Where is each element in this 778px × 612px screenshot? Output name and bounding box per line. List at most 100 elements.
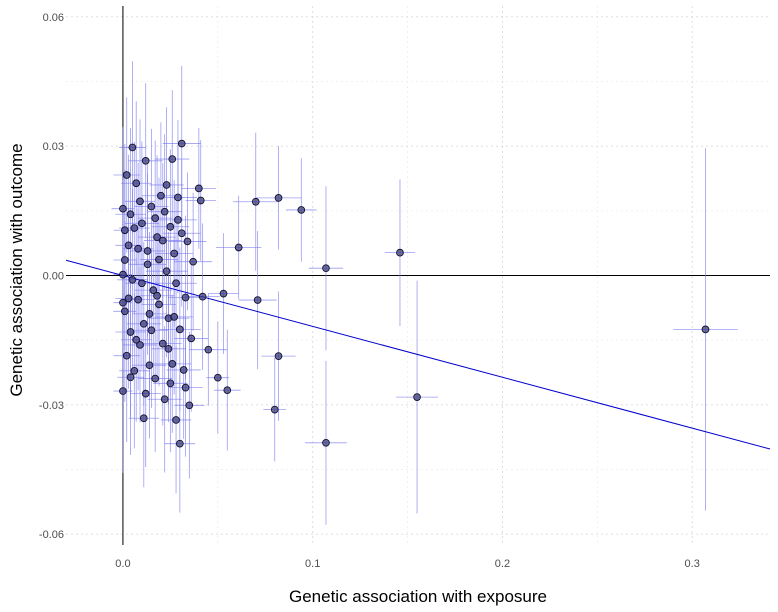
data-point [223, 386, 232, 395]
data-point [141, 389, 150, 398]
data-point [158, 236, 167, 245]
data-point [162, 181, 171, 189]
data-point [213, 373, 222, 382]
data-point [130, 366, 139, 375]
regression-line-layer [65, 259, 771, 450]
y-tick-label: 0.06 [43, 12, 64, 24]
data-point [145, 310, 154, 318]
data-point [413, 393, 421, 401]
data-point [155, 300, 163, 309]
data-point [170, 313, 179, 321]
data-point [120, 256, 129, 264]
x-tick-label: 0.1 [305, 558, 320, 570]
data-point [166, 379, 175, 388]
data-point [145, 361, 154, 370]
y-tick-label: 0.00 [43, 271, 64, 283]
data-point [122, 171, 131, 179]
data-point [143, 247, 152, 255]
data-point [251, 197, 260, 206]
data-point [177, 229, 186, 238]
data-point [160, 395, 169, 404]
data-point [147, 202, 156, 211]
data-point [138, 219, 146, 228]
data-point [176, 439, 184, 448]
x-tick-label: 0.2 [495, 558, 510, 570]
data-point [322, 264, 330, 273]
data-point [136, 197, 144, 206]
data-point [162, 267, 171, 276]
data-point [174, 216, 182, 224]
data-point [153, 233, 161, 241]
data-point [155, 255, 163, 264]
data-point [166, 222, 175, 231]
data-point [119, 204, 127, 213]
y-axis-tick-labels: -0.06 -0.03 0.00 0.03 0.06 [39, 12, 64, 541]
data-point [120, 307, 129, 316]
data-point [130, 224, 139, 232]
data-point [185, 401, 194, 410]
x-tick-label: 0.3 [685, 558, 700, 570]
data-point [297, 206, 306, 214]
data-point [147, 326, 156, 335]
data-point [157, 191, 165, 200]
data-point [126, 373, 135, 382]
error-bars [111, 61, 738, 525]
data-point [126, 210, 135, 219]
x-axis-tick-labels: 0.0 0.1 0.2 0.3 [115, 558, 700, 570]
data-point [198, 292, 207, 301]
data-point [128, 275, 137, 284]
y-tick-label: -0.03 [39, 400, 64, 412]
data-point [322, 438, 330, 447]
data-point [194, 184, 203, 193]
data-point [132, 179, 141, 188]
data-point [119, 298, 127, 307]
regression-line [65, 259, 771, 450]
data-point [134, 295, 142, 304]
data-point [132, 335, 141, 344]
y-tick-label: 0.03 [43, 141, 64, 153]
data-point [219, 289, 228, 298]
data-point [151, 374, 160, 383]
data-point [172, 279, 180, 288]
data-point [128, 143, 137, 152]
data-point [183, 237, 192, 246]
data-point [172, 416, 180, 424]
data-point [204, 345, 213, 354]
data-point [396, 248, 404, 257]
data-point [119, 387, 127, 395]
data-point [170, 249, 179, 258]
data-point [160, 207, 169, 216]
data-point [134, 244, 142, 253]
data-point [143, 260, 152, 269]
data-point [196, 196, 205, 205]
data-point [234, 243, 243, 252]
data-point [274, 194, 283, 202]
data-point [189, 257, 197, 266]
data-point [177, 139, 186, 148]
data-point [176, 325, 184, 334]
data-point [139, 414, 148, 423]
data-point [701, 325, 710, 334]
data-point [124, 294, 133, 303]
zero-reference-lines [66, 6, 770, 545]
x-tick-label: 0.0 [115, 558, 130, 570]
x-axis-title: Genetic association with exposure [289, 587, 547, 606]
data-point [168, 155, 177, 163]
data-point [138, 279, 146, 288]
y-axis-title: Genetic association with outcome [7, 143, 26, 396]
data-point [149, 286, 158, 295]
data-point [158, 339, 167, 348]
data-point [168, 360, 177, 368]
data-point [274, 352, 283, 360]
data-point [139, 319, 148, 328]
data-point [153, 291, 161, 300]
data-point [122, 351, 131, 360]
data-point [126, 328, 135, 336]
data-point [181, 293, 190, 302]
data-points [119, 139, 710, 448]
y-tick-label: -0.06 [39, 529, 64, 541]
data-point [124, 241, 133, 250]
data-point [164, 344, 173, 353]
data-point [179, 366, 188, 374]
